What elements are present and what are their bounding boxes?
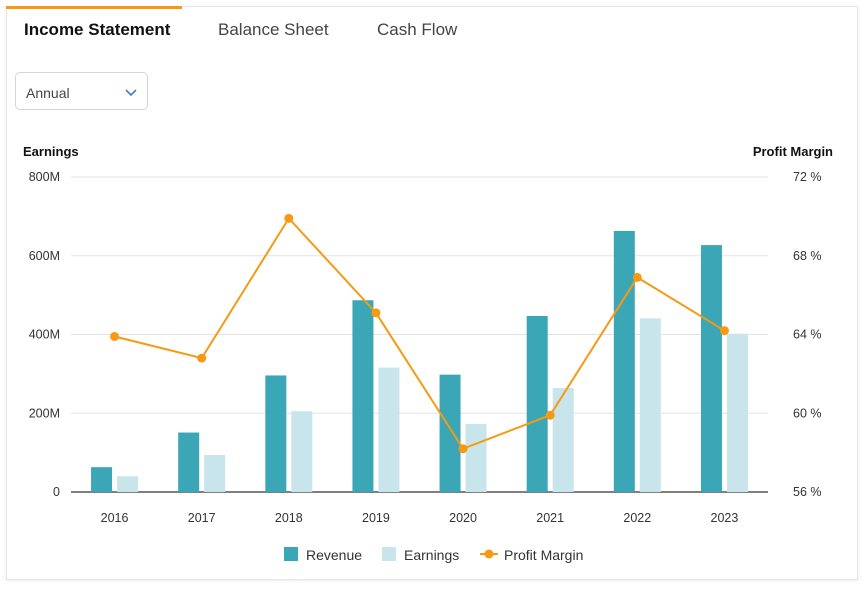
right-tick-label: 72 % xyxy=(793,170,822,184)
revenue-bar[interactable] xyxy=(439,374,461,492)
legend-label-profit-margin: Profit Margin xyxy=(504,547,583,563)
active-tab-indicator xyxy=(6,6,182,9)
x-tick-label: 2022 xyxy=(623,511,651,525)
x-tick-label: 2018 xyxy=(275,511,303,525)
earnings-bar[interactable] xyxy=(726,333,748,492)
profit-margin-point[interactable] xyxy=(458,444,468,454)
profit-margin-point[interactable] xyxy=(371,308,381,318)
tab-income-statement[interactable]: Income Statement xyxy=(24,20,171,39)
legend-swatch-earnings xyxy=(382,547,396,561)
period-select-value: Annual xyxy=(26,85,70,101)
profit-margin-polyline xyxy=(114,216,725,450)
legend-swatch-revenue xyxy=(284,547,298,561)
earnings-bar[interactable] xyxy=(117,476,139,492)
grid-lines xyxy=(71,176,768,493)
profit-margin-point[interactable] xyxy=(632,272,642,282)
x-tick-label: 2019 xyxy=(362,511,390,525)
right-axis-title: Profit Margin xyxy=(753,144,833,159)
left-tick-label: 400M xyxy=(29,328,60,342)
left-axis-title: Earnings xyxy=(23,144,79,159)
right-tick-label: 64 % xyxy=(793,328,822,342)
bars xyxy=(91,230,748,492)
earnings-bar[interactable] xyxy=(378,367,400,492)
legend-label-earnings: Earnings xyxy=(404,547,459,563)
right-tick-label: 68 % xyxy=(793,249,822,263)
legend-marker-profit-margin xyxy=(484,549,494,559)
x-tick-label: 2020 xyxy=(449,511,477,525)
earnings-bar[interactable] xyxy=(291,411,313,492)
x-tick-label: 2017 xyxy=(188,511,216,525)
legend-item-revenue[interactable]: Revenue xyxy=(284,547,362,563)
x-tick-label: 2021 xyxy=(536,511,564,525)
x-tick-label: 2023 xyxy=(711,511,739,525)
profit-margin-point[interactable] xyxy=(284,213,294,223)
x-axis-ticks: 2016 2017 2018 2019 2020 2021 2022 2023 xyxy=(101,511,739,525)
profit-margin-line xyxy=(110,213,729,454)
legend-label-revenue: Revenue xyxy=(306,547,362,563)
right-axis-ticks: 56 % 60 % 64 % 68 % 72 % xyxy=(793,170,822,499)
left-tick-label: 200M xyxy=(29,406,60,420)
tab-balance-sheet[interactable]: Balance Sheet xyxy=(218,20,329,39)
profit-margin-point[interactable] xyxy=(197,353,207,363)
left-axis-ticks: 0 200M 400M 600M 800M xyxy=(29,170,60,499)
profit-margin-point[interactable] xyxy=(545,410,555,420)
profit-margin-point[interactable] xyxy=(719,326,729,336)
revenue-bar[interactable] xyxy=(700,245,722,492)
revenue-bar[interactable] xyxy=(91,467,113,492)
earnings-bar[interactable] xyxy=(552,388,574,492)
chevron-down-icon xyxy=(125,89,137,97)
legend-item-profit-margin[interactable]: Profit Margin xyxy=(480,547,583,563)
period-select[interactable]: Annual xyxy=(15,72,148,110)
revenue-bar[interactable] xyxy=(265,375,287,492)
right-tick-label: 60 % xyxy=(793,406,822,420)
left-tick-label: 600M xyxy=(29,249,60,263)
tab-cash-flow[interactable]: Cash Flow xyxy=(377,20,458,39)
left-tick-label: 800M xyxy=(29,170,60,184)
legend: Revenue Earnings Profit Margin xyxy=(284,547,583,563)
left-tick-label: 0 xyxy=(53,485,60,499)
right-tick-label: 56 % xyxy=(793,485,822,499)
earnings-bar[interactable] xyxy=(465,423,487,492)
profit-margin-point[interactable] xyxy=(110,331,120,341)
earnings-bar[interactable] xyxy=(639,318,661,492)
earnings-bar[interactable] xyxy=(204,454,226,492)
x-tick-label: 2016 xyxy=(101,511,129,525)
revenue-bar[interactable] xyxy=(178,432,200,492)
revenue-bar[interactable] xyxy=(352,300,374,492)
revenue-bar[interactable] xyxy=(613,230,635,492)
legend-item-earnings[interactable]: Earnings xyxy=(382,547,459,563)
revenue-bar[interactable] xyxy=(526,315,548,492)
